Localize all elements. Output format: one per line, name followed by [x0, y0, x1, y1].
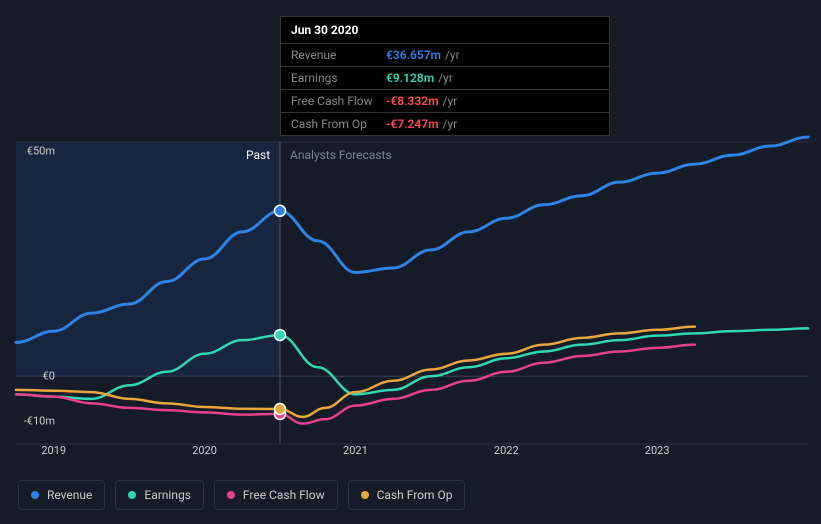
tooltip-row-value: €9.128m: [386, 71, 434, 85]
legend-item-label: Revenue: [47, 488, 92, 502]
tooltip-row-value: €36.657m: [386, 48, 441, 62]
tooltip-row-label: Earnings: [291, 71, 386, 85]
marker-earnings: [275, 330, 286, 341]
legend-item-revenue[interactable]: Revenue: [18, 480, 105, 510]
tooltip-rows: Revenue€36.657m/yrEarnings€9.128m/yrFree…: [281, 44, 609, 135]
legend-dot-icon: [361, 491, 369, 499]
tooltip-date: Jun 30 2020: [281, 17, 609, 44]
legend-item-label: Free Cash Flow: [243, 488, 325, 502]
chart-legend: Revenue Earnings Free Cash Flow Cash From O…: [18, 480, 465, 510]
tooltip-row-value: -€8.332m: [386, 94, 439, 108]
legend-item-fcf[interactable]: Free Cash Flow: [214, 480, 338, 510]
tooltip-row-label: Revenue: [291, 48, 386, 62]
x-tick-label: 2021: [343, 444, 368, 457]
x-tick-label: 2023: [645, 444, 670, 457]
legend-dot-icon: [128, 491, 136, 499]
legend-item-label: Cash From Op: [377, 488, 453, 502]
tooltip-row-unit: /yr: [443, 94, 458, 108]
tooltip-row-value: -€7.247m: [386, 117, 439, 131]
x-tick-label: 2022: [494, 444, 519, 457]
y-tick-label: €0: [43, 370, 55, 383]
tooltip-row: Cash From Op-€7.247m/yr: [281, 113, 609, 135]
tooltip-row-unit: /yr: [443, 117, 458, 131]
chart-tooltip: Jun 30 2020 Revenue€36.657m/yrEarnings€9…: [280, 16, 610, 136]
tooltip-row-unit: /yr: [445, 48, 460, 62]
region-label-past: Past: [246, 148, 270, 162]
tooltip-row: Free Cash Flow-€8.332m/yr: [281, 90, 609, 113]
x-axis: 2019 2020 2021 2022 2023: [0, 444, 821, 464]
legend-dot-icon: [227, 491, 235, 499]
tooltip-row-unit: /yr: [438, 71, 453, 85]
marker-revenue: [275, 205, 286, 216]
legend-item-cfo[interactable]: Cash From Op: [348, 480, 466, 510]
x-tick-label: 2020: [192, 444, 217, 457]
tooltip-row-label: Cash From Op: [291, 117, 386, 131]
y-tick-label: -€10m: [24, 415, 55, 428]
marker-cfo: [275, 404, 286, 415]
legend-dot-icon: [31, 491, 39, 499]
financials-chart: Jun 30 2020 Revenue€36.657m/yrEarnings€9…: [0, 0, 821, 524]
tooltip-row: Earnings€9.128m/yr: [281, 67, 609, 90]
region-label-forecast: Analysts Forecasts: [290, 148, 392, 162]
y-tick-label: €50m: [27, 144, 55, 157]
tooltip-row-label: Free Cash Flow: [291, 94, 386, 108]
x-tick-label: 2019: [41, 444, 66, 457]
tooltip-row: Revenue€36.657m/yr: [281, 44, 609, 67]
legend-item-earnings[interactable]: Earnings: [115, 480, 204, 510]
legend-item-label: Earnings: [144, 488, 191, 502]
